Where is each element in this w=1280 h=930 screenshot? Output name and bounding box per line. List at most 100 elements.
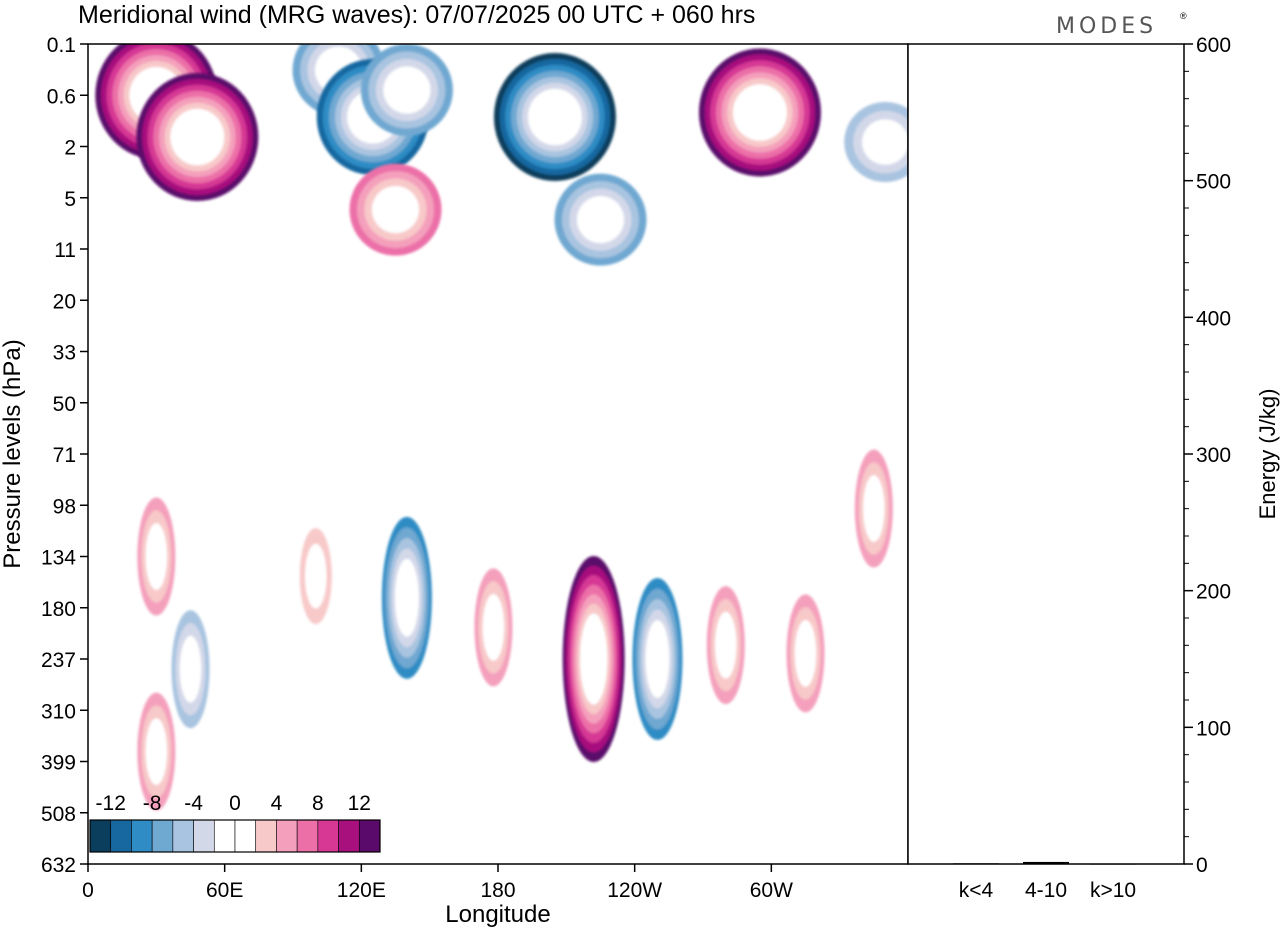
colorbar-swatch [193,819,215,853]
y-tick-label: 134 [41,547,76,570]
colorbar: -12 -8 -4 0 4 8 12 [89,792,381,853]
y-tick-label: 632 [41,854,76,877]
y-tick-label: 98 [53,495,76,518]
y-tick-label: 20 [53,290,76,313]
pressure-axis: 0.1 0.6 2 5 11 20 33 50 71 98 134 180 237 310 399 508 63… [41,34,88,877]
colorbar-swatch [276,819,298,853]
energy-tick-label: 200 [1196,581,1231,604]
colorbar-swatch [151,819,174,853]
energy-tick-label: 500 [1196,171,1231,194]
colorbar-tick-label: -4 [184,792,203,815]
energy-tick-label: 600 [1196,34,1231,57]
colorbar-swatch [213,819,236,853]
contour-feature [698,48,821,177]
y-tick-label: 310 [41,700,76,723]
colorbar-tick-label: 0 [229,792,241,815]
contour-feature [706,586,745,705]
contour-feature [360,44,453,137]
y-tick-label: 399 [41,752,76,775]
energy-axis: 0 100 200 300 400 500 600 [1184,34,1231,877]
contour-level [794,620,817,687]
y-tick-label: 237 [41,649,76,672]
energy-bars: k<4 4-10 k>10 [953,861,1136,902]
contour-level [145,523,168,590]
energy-category-label: k>10 [1090,879,1136,902]
x-tick-label: 60E [206,879,243,902]
contour-feature [171,610,210,729]
y-tick-label: 33 [53,342,76,365]
colorbar-tick-label: 8 [312,792,324,815]
colorbar-tick-label: 12 [348,792,371,815]
colorbar-swatch [317,819,339,853]
y-tick-label: 50 [53,393,76,416]
colorbar-swatch [172,819,194,853]
contour-level [579,613,608,705]
contour-feature [299,528,332,625]
contour-level [145,718,168,785]
contour-feature [137,497,176,616]
contour-feature [493,52,616,181]
y-tick-label: 0.6 [47,85,76,108]
contour-level [179,635,202,703]
contour-feature [474,568,513,687]
colorbar-swatch [131,819,153,853]
colorbar-swatch [255,819,277,853]
x-tick-label: 60W [750,879,793,902]
colorbar-tick-label: -8 [143,792,162,815]
energy-bar [1023,861,1069,864]
x-tick-label: 0 [82,879,94,902]
contour-feature [632,578,683,740]
contour-feature [349,163,442,256]
contour-level [862,119,908,165]
heatmap-contours [95,44,908,811]
y-tick-label: 5 [64,188,76,211]
y-tick-label: 2 [64,137,76,160]
longitude-axis: 0 60E 120E 180 120W 60W [82,864,793,902]
contour-feature [136,73,259,202]
y-tick-label: 0.1 [47,34,76,57]
x-axis-label: Longitude [445,901,550,928]
contour-feature [562,556,625,762]
colorbar-tick-label: -12 [96,792,126,815]
colorbar-frame [89,819,381,853]
x-tick-label: 120E [337,879,386,902]
contour-level [304,543,327,609]
contour-feature [554,173,647,266]
contour-feature [137,692,176,811]
energy-tick-label: 300 [1196,444,1231,467]
contour-feature [381,516,432,679]
brand-logo: MODES [1056,14,1157,39]
contour-level [576,196,625,244]
x-tick-label: 120W [607,879,662,902]
contour-level [732,84,787,141]
chart-title: Meridional wind (MRG waves): 07/07/2025 … [78,1,755,29]
energy-tick-label: 100 [1196,717,1231,740]
contour-level [714,611,737,679]
y-tick-label: 508 [41,803,76,826]
contour-level [170,108,225,166]
contour-feature [854,449,893,568]
contour-level [482,593,505,661]
contour-level [527,88,582,146]
contour-level [863,475,885,542]
contour-level [383,66,431,114]
contour-level [371,186,420,234]
contour-level [394,558,419,637]
colorbar-swatch [89,819,112,853]
energy-tick-label: 0 [1196,854,1208,877]
colorbar-swatch [358,819,381,853]
energy-bar [1090,863,1136,865]
brand-registered-mark: ® [1180,11,1187,21]
y-tick-label: 71 [53,444,76,467]
y-axis-label: Pressure levels (hPa) [0,339,26,568]
colorbar-swatch [296,819,319,853]
contour-level [645,620,670,698]
energy-category-label: k<4 [959,879,994,902]
y-tick-label: 180 [41,598,76,621]
contour-feature [786,594,825,713]
energy-tick-label: 400 [1196,307,1231,330]
energy-panel-frame [907,43,1185,865]
colorbar-tick-label: 4 [271,792,283,815]
colorbar-swatch [110,819,132,853]
